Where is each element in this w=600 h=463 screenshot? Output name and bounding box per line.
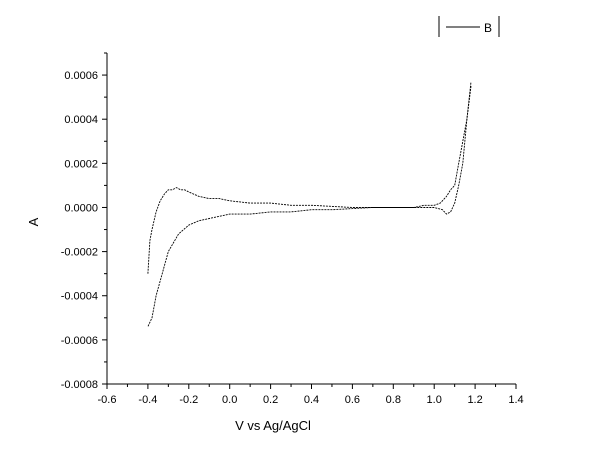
x-tick-label: 1.4 xyxy=(508,394,523,406)
ticks-layer: -0.6 -0.4 -0.2 0.0 0.2 0.4 0.6 0.8 1.0 1.2 1.4 -0.0… xyxy=(61,52,524,406)
x-axis-title: V vs Ag/AgCl xyxy=(235,418,311,433)
y-axis-title: A xyxy=(26,217,41,226)
legend: B xyxy=(438,16,500,37)
x-tick-label: -0.4 xyxy=(138,394,157,406)
x-tick-label: 0.8 xyxy=(386,394,401,406)
series-layer xyxy=(147,81,472,327)
y-tick-label: -0.0002 xyxy=(61,247,98,259)
x-tick-label: 1.2 xyxy=(467,394,482,406)
x-tick-label: 0.4 xyxy=(304,394,319,406)
x-tick-label: -0.2 xyxy=(179,394,198,406)
y-tick-label: -0.0006 xyxy=(61,335,98,347)
y-tick-label: 0.0000 xyxy=(64,202,98,214)
y-tick-label: 0.0002 xyxy=(64,158,98,170)
x-tick-label: 0.0 xyxy=(222,394,237,406)
x-tick-label: 1.0 xyxy=(427,394,442,406)
series-0-line xyxy=(147,81,472,274)
legend-label: B xyxy=(484,21,492,35)
y-tick-label: -0.0004 xyxy=(61,291,98,303)
x-tick-label: 0.6 xyxy=(345,394,360,406)
y-tick-label: 0.0006 xyxy=(64,70,98,82)
y-tick-label: 0.0004 xyxy=(64,114,98,126)
series-1-line xyxy=(147,86,472,327)
x-tick-label: -0.6 xyxy=(98,394,117,406)
x-tick-label: 0.2 xyxy=(263,394,278,406)
y-tick-label: -0.0008 xyxy=(61,379,98,391)
